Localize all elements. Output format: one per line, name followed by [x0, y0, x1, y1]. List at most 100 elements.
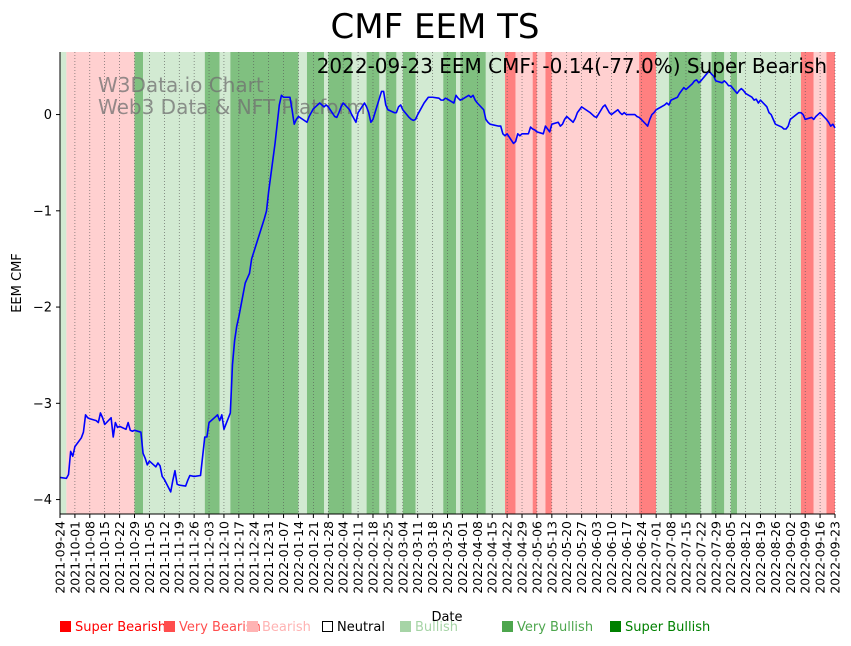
legend-label: Super Bullish — [625, 620, 711, 635]
x-tick-label: 2022-04-22 — [500, 521, 515, 594]
band-very-bearish — [532, 52, 537, 514]
x-tick-label: 2022-04-08 — [470, 521, 485, 594]
band-bullish — [379, 52, 386, 514]
x-axis-label: Date — [431, 610, 462, 625]
band-very-bearish — [639, 52, 657, 514]
band-very-bullish — [306, 52, 325, 514]
x-tick-label: 2022-03-11 — [410, 521, 425, 594]
band-bearish — [551, 52, 640, 514]
x-tick-label: 2022-02-18 — [365, 521, 380, 594]
chart-title: CMF EEM TS — [331, 7, 540, 47]
x-tick-label: 2022-09-23 — [828, 521, 843, 594]
band-very-bullish — [134, 52, 144, 514]
x-tick-label: 2022-08-26 — [768, 521, 783, 594]
band-bullish — [415, 52, 444, 514]
band-bullish — [324, 52, 329, 514]
y-tick-label: −1 — [33, 204, 52, 219]
legend-label: Bearish — [262, 620, 311, 635]
x-tick-label: 2022-06-17 — [619, 521, 634, 594]
x-tick-label: 2022-05-06 — [529, 521, 544, 594]
legend-label: Very Bullish — [517, 620, 594, 635]
x-tick-label: 2022-01-21 — [306, 521, 321, 594]
cmf-series-line — [59, 70, 836, 493]
band-very-bearish — [545, 52, 552, 514]
band-bullish — [60, 52, 67, 514]
band-very-bullish — [711, 52, 725, 514]
x-tick-label: 2022-07-15 — [678, 521, 693, 594]
band-very-bearish — [800, 52, 814, 514]
band-bullish — [700, 52, 712, 514]
legend-swatch — [164, 621, 175, 632]
legend-label: Neutral — [337, 620, 385, 635]
band-bullish — [351, 52, 367, 514]
legend-item-super-bearish: Super Bearish — [60, 620, 166, 635]
legend-label: Very Bearish — [179, 620, 261, 635]
legend-swatch — [60, 621, 71, 632]
band-bearish — [515, 52, 533, 514]
latest-value-annotation: 2022-09-23 EEM CMF: -0.14(-77.0%) Super … — [317, 54, 827, 78]
legend-swatch — [502, 621, 513, 632]
sentiment-legend: Super Bearish Very Bearish Bearish Neutral B… — [60, 620, 840, 640]
band-bullish — [737, 52, 801, 514]
x-tick-label: 2022-07-01 — [649, 521, 664, 594]
x-tick-label: 2021-11-05 — [142, 521, 157, 594]
x-tick-label: 2022-08-19 — [753, 521, 768, 594]
band-very-bearish — [504, 52, 516, 514]
x-tick-label: 2021-11-19 — [172, 521, 187, 594]
x-tick-label: 2022-06-03 — [589, 521, 604, 594]
band-bullish — [219, 52, 231, 514]
x-tick-label: 2021-11-12 — [157, 521, 172, 594]
legend-swatch — [610, 621, 621, 632]
y-ticks: −4 −3 −2 −1 0 — [33, 108, 60, 508]
x-tick-label: 2022-07-22 — [693, 521, 708, 594]
x-tick-label: 2022-05-27 — [574, 521, 589, 594]
x-tick-label: 2022-02-25 — [380, 521, 395, 594]
band-bullish — [656, 52, 669, 514]
band-bearish — [536, 52, 546, 514]
x-tick-label: 2022-05-20 — [559, 521, 574, 594]
band-very-bullish — [730, 52, 738, 514]
watermark-line-1: W3Data.io Chart — [98, 73, 264, 97]
x-tick-label: 2021-09-24 — [53, 521, 68, 594]
x-ticks: 2021-09-24 2021-10-01 2021-10-08 2021-10-15… — [53, 514, 843, 594]
x-tick-label: 2021-12-31 — [261, 521, 276, 594]
band-very-bullish — [443, 52, 457, 514]
y-tick-label: −3 — [33, 397, 52, 412]
band-very-bullish — [402, 52, 416, 514]
vertical-gridlines — [59, 52, 836, 514]
x-tick-label: 2021-11-26 — [187, 521, 202, 594]
x-tick-label: 2022-07-29 — [708, 521, 723, 594]
y-tick-label: −2 — [33, 301, 52, 316]
x-tick-label: 2022-04-01 — [455, 521, 470, 594]
band-very-bullish — [668, 52, 701, 514]
x-tick-label: 2021-10-29 — [127, 521, 142, 594]
x-tick-label: 2021-10-15 — [97, 521, 112, 594]
legend-label: Super Bearish — [75, 620, 167, 635]
x-tick-label: 2021-10-22 — [112, 521, 127, 594]
x-tick-label: 2021-12-24 — [246, 521, 261, 594]
x-tick-label: 2022-06-24 — [634, 521, 649, 594]
watermark-line-2: Web3 Data & NFT Platform — [98, 95, 366, 119]
x-tick-label: 2021-10-08 — [82, 521, 97, 594]
x-tick-label: 2022-05-13 — [544, 521, 559, 594]
band-very-bearish — [826, 52, 835, 514]
x-tick-label: 2022-03-25 — [440, 521, 455, 594]
band-very-bullish — [230, 52, 299, 514]
x-tick-label: 2021-12-03 — [202, 521, 217, 594]
legend-item-super-bullish: Super Bullish — [610, 620, 710, 635]
watermark: W3Data.io Chart Web3 Data & NFT Platform — [98, 73, 366, 119]
legend-swatch — [322, 621, 333, 632]
legend-item-very-bullish: Very Bullish — [502, 620, 593, 635]
band-very-bullish — [204, 52, 220, 514]
x-tick-label: 2022-07-08 — [664, 521, 679, 594]
x-tick-label: 2022-09-16 — [813, 521, 828, 594]
band-bullish — [724, 52, 731, 514]
legend-swatch — [400, 621, 411, 632]
x-tick-label: 2022-02-11 — [351, 521, 366, 594]
band-bullish — [456, 52, 461, 514]
band-bullish — [143, 52, 205, 514]
x-tick-label: 2022-02-04 — [336, 521, 351, 594]
legend-swatch — [247, 621, 258, 632]
x-tick-label: 2022-01-14 — [291, 521, 306, 594]
